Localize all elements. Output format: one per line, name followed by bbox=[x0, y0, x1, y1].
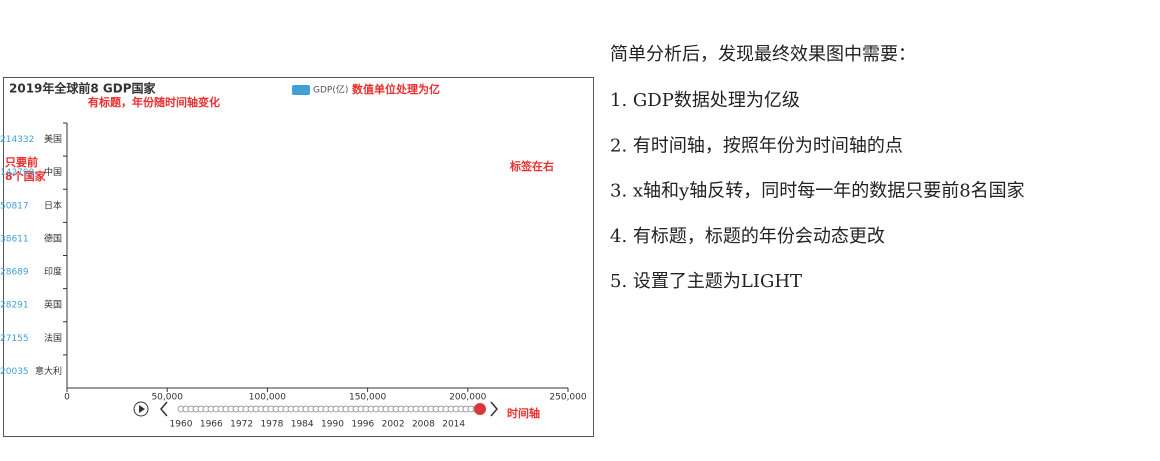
timeline-label: 2002 bbox=[382, 420, 405, 430]
value-label: 38611 bbox=[0, 234, 29, 244]
x-tick-label: 0 bbox=[64, 393, 70, 403]
play-icon bbox=[139, 405, 145, 413]
timeline-label: 1990 bbox=[321, 420, 344, 430]
value-label: 50817 bbox=[0, 201, 29, 211]
legend-label: GDP(亿) bbox=[313, 84, 348, 96]
list-item: 2. 有时间轴，按照年份为时间轴的点 bbox=[610, 135, 903, 156]
y-tick-label: 德国 bbox=[44, 232, 62, 244]
annotation: 数值单位处理为亿 bbox=[352, 82, 440, 96]
play-button[interactable] bbox=[133, 401, 149, 417]
value-label: 28689 bbox=[0, 268, 29, 278]
y-tick-label: 中国 bbox=[44, 166, 62, 178]
annotation: 只要前 bbox=[5, 155, 38, 169]
x-tick-label: 50,000 bbox=[151, 393, 183, 403]
y-tick-label: 日本 bbox=[44, 199, 62, 211]
timeline-label: 1966 bbox=[200, 420, 223, 430]
timeline-label: 1972 bbox=[230, 420, 253, 430]
annotation: 标签在右 bbox=[509, 159, 554, 173]
value-label: 27155 bbox=[0, 334, 29, 344]
y-tick-label: 英国 bbox=[44, 299, 62, 311]
annotation: 时间轴 bbox=[507, 406, 540, 420]
next-button[interactable] bbox=[490, 401, 498, 417]
timeline-label: 1996 bbox=[351, 420, 374, 430]
annotation: 8个国家 bbox=[5, 169, 47, 183]
x-tick-label: 100,000 bbox=[249, 393, 286, 403]
list-item: 1. GDP数据处理为亿级 bbox=[610, 90, 800, 111]
x-tick-label: 250,000 bbox=[549, 393, 586, 403]
timeline-label: 2014 bbox=[442, 420, 465, 430]
timeline-label: 1960 bbox=[170, 420, 193, 430]
y-tick-label: 意大利 bbox=[35, 365, 62, 377]
timeline-current bbox=[474, 403, 486, 415]
y-tick-label: 美国 bbox=[44, 133, 62, 145]
list-item: 4. 有标题，标题的年份会动态更改 bbox=[610, 226, 885, 247]
y-tick-label: 法国 bbox=[44, 332, 62, 344]
list-item: 5. 设置了主题为LIGHT bbox=[610, 271, 802, 292]
annotation: 有标题，年份随时间轴变化 bbox=[88, 95, 220, 109]
legend-swatch bbox=[292, 85, 310, 95]
timeline-label: 1984 bbox=[291, 420, 314, 430]
chart-title: 2019年全球前8 GDP国家 bbox=[9, 81, 157, 96]
x-tick-label: 200,000 bbox=[449, 393, 486, 403]
chart-frame bbox=[3, 77, 594, 437]
value-label: 20035 bbox=[0, 367, 29, 377]
value-label: 142799 bbox=[0, 168, 35, 178]
timeline-label: 2008 bbox=[412, 420, 435, 430]
x-tick-label: 150,000 bbox=[349, 393, 386, 403]
value-label: 28291 bbox=[0, 301, 29, 311]
value-label: 214332 bbox=[0, 135, 34, 145]
timeline-label: 1978 bbox=[260, 420, 283, 430]
intro: 简单分析后，发现最终效果图中需要： bbox=[610, 44, 916, 65]
y-tick-label: 印度 bbox=[44, 266, 62, 278]
list-item: 3. x轴和y轴反转，同时每一年的数据只要前8名国家 bbox=[610, 181, 1025, 202]
prev-button[interactable] bbox=[160, 401, 168, 417]
